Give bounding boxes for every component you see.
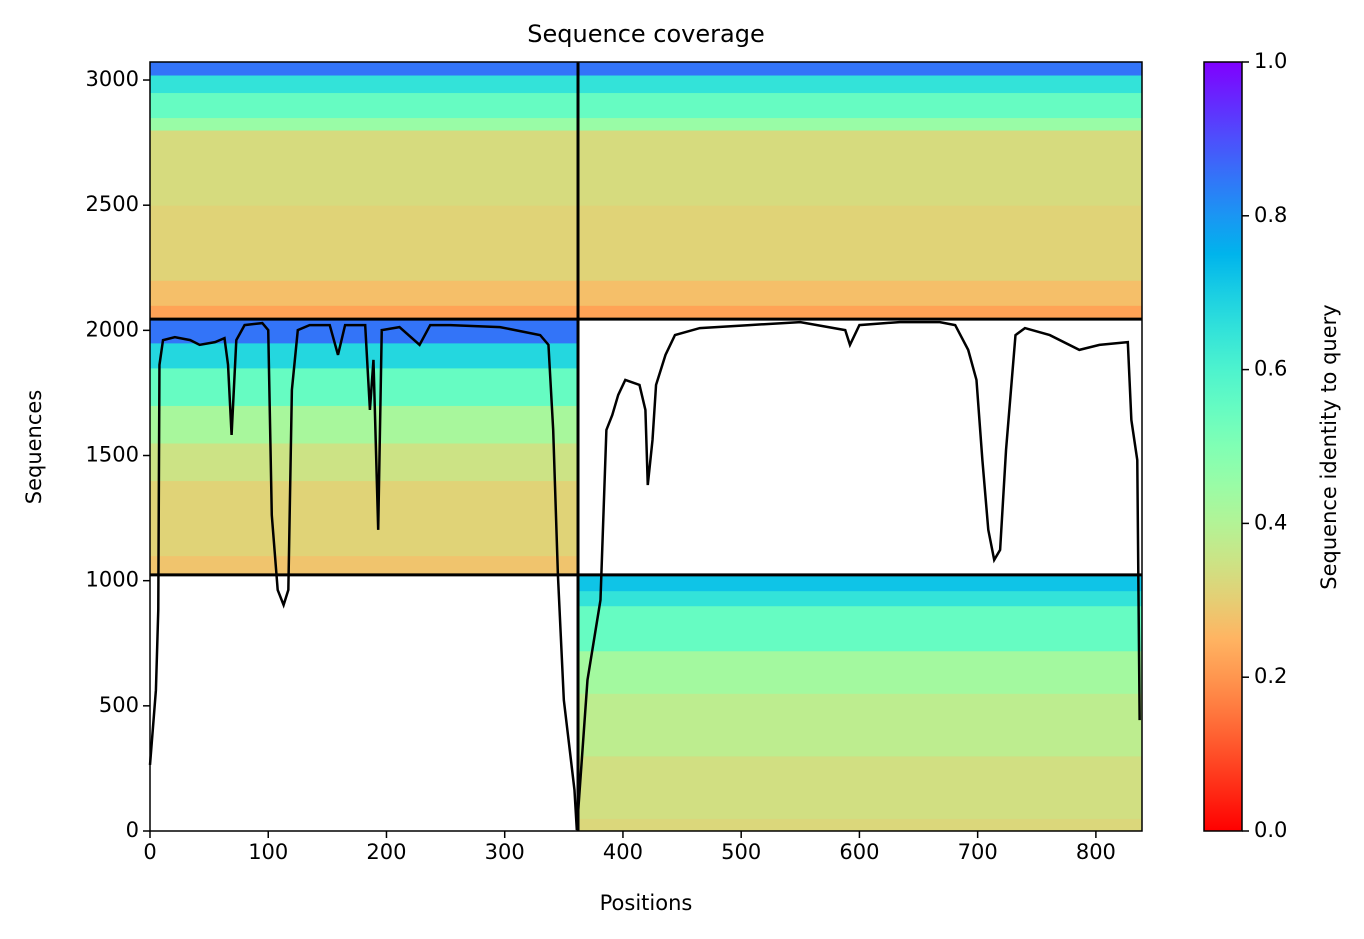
colorbar-tick-label: 0.4 [1254,510,1287,534]
coverage-band [150,62,1142,76]
y-axis-label: Sequences [22,390,46,505]
colorbar [1203,61,1243,832]
y-tick-label: 2000 [86,317,139,341]
coverage-band [578,650,1142,694]
coverage-band [150,305,1142,320]
x-tick-label: 700 [958,840,998,864]
coverage-band [578,693,1142,757]
x-tick-label: 100 [248,840,288,864]
coverage-band [150,442,579,482]
coverage-band [150,130,1142,206]
coverage-band [150,555,579,576]
x-tick-label: 800 [1076,840,1116,864]
y-tick-label: 0 [126,818,139,842]
x-tick-label: 300 [485,840,525,864]
coverage-band [150,480,579,557]
coverage-band [578,605,1142,652]
coverage-band [150,75,1142,94]
coverage-band [150,280,1142,306]
coverage-band [578,590,1142,607]
colorbar-tick-label: 0.2 [1254,664,1287,688]
colorbar-tick-label: 0.0 [1254,818,1287,842]
coverage-band [150,117,1142,131]
coverage-band [150,92,1142,119]
coverage-band [578,755,1142,819]
coverage-line [148,320,1141,831]
y-tick-label: 500 [99,693,139,717]
coverage-band [150,205,1142,281]
x-tick-label: 200 [366,840,406,864]
chart-title: Sequence coverage [527,20,764,48]
coverage-band [150,319,579,344]
colorbar-label: Sequence identity to query [1317,304,1341,589]
x-tick-label: 0 [143,840,156,864]
coverage-band [150,367,579,406]
y-tick-label: 1500 [86,443,139,467]
x-tick-label: 600 [839,840,879,864]
y-tick-label: 2500 [86,192,139,216]
coverage-band [150,342,579,369]
x-tick-label: 500 [721,840,761,864]
x-axis-label: Positions [600,891,693,915]
y-tick-label: 1000 [86,568,139,592]
colorbar-tick-label: 0.8 [1254,203,1287,227]
x-tick-label: 400 [603,840,643,864]
y-tick-label: 3000 [86,67,139,91]
coverage-band [578,574,1142,592]
coverage-band [578,818,1142,832]
plot-frame [149,61,1143,832]
coverage-band [150,405,579,444]
colorbar-tick-label: 0.6 [1254,357,1287,381]
colorbar-tick-label: 1.0 [1254,49,1287,73]
